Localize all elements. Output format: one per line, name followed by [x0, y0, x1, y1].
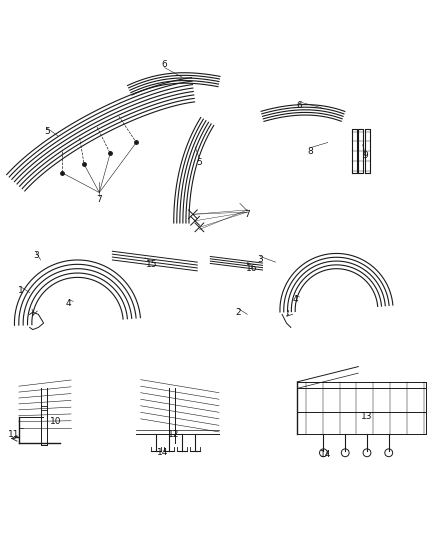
Text: 4: 4: [66, 299, 72, 308]
Text: 1: 1: [18, 286, 24, 295]
Text: 11: 11: [8, 430, 19, 439]
Text: 16: 16: [246, 264, 258, 273]
Text: 5: 5: [44, 127, 50, 136]
Text: 15: 15: [146, 260, 157, 269]
Text: 14: 14: [320, 450, 331, 459]
Text: 5: 5: [197, 158, 202, 166]
Text: 3: 3: [33, 251, 39, 260]
Text: 7: 7: [244, 210, 250, 219]
Bar: [42, 406, 47, 410]
Text: 2: 2: [236, 308, 241, 317]
Text: 6: 6: [297, 101, 302, 110]
Text: 9: 9: [362, 151, 367, 160]
Text: 13: 13: [361, 412, 373, 421]
Text: 4: 4: [292, 295, 298, 304]
Text: 6: 6: [162, 60, 167, 69]
Text: 10: 10: [50, 416, 62, 425]
Text: 14: 14: [157, 448, 168, 457]
Text: 12: 12: [168, 430, 179, 439]
Text: 8: 8: [307, 147, 313, 156]
Text: 7: 7: [96, 195, 102, 204]
Text: 3: 3: [258, 255, 263, 264]
